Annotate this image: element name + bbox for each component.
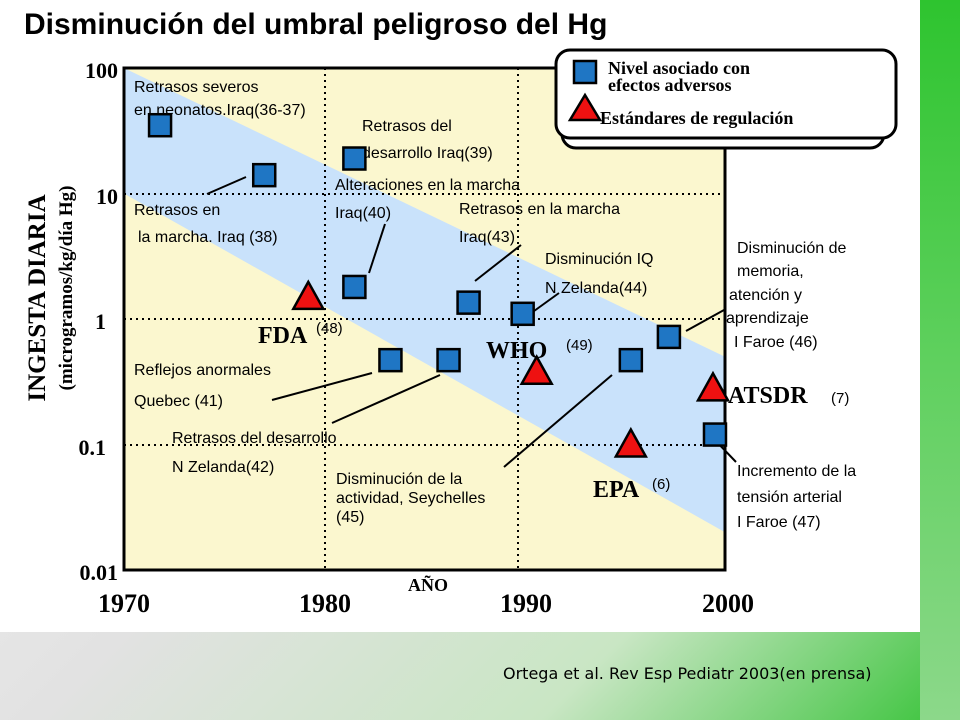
- standard-label-epa: EPA: [593, 477, 640, 503]
- annotation-text: aprendizaje: [726, 310, 809, 327]
- y-tick-label: 10: [96, 184, 118, 209]
- annotation-text: memoria,: [737, 263, 804, 280]
- adverse-effect-marker: [656, 324, 682, 350]
- annotation-text: Retrasos del: [362, 118, 452, 135]
- regulatory-standard-marker: [695, 370, 731, 402]
- annotation-text: Disminución IQ: [545, 251, 653, 268]
- annotation-text: la marcha. Iraq (38): [138, 229, 278, 246]
- adverse-effect-marker: [147, 112, 173, 138]
- chart: Disminución del umbral peligroso del Hg …: [24, 8, 898, 618]
- annotation-text: Retrasos del desarrollo: [172, 430, 337, 447]
- annotation-text: (45): [336, 509, 364, 526]
- annotations: Retrasos severos en neonatos.Iraq(36-37)…: [134, 79, 856, 531]
- annotation-text: N Zelanda(44): [545, 280, 647, 297]
- y-axis-label: INGESTA DIARIA (microgramos/kg/día Hg): [24, 186, 77, 402]
- annotation-text: Alteraciones en la marcha: [335, 177, 520, 194]
- adverse-effect-marker: [618, 347, 644, 373]
- chart-title: Disminución del umbral peligroso del Hg: [24, 8, 607, 41]
- legend-box: [554, 48, 898, 140]
- regulatory-standard-marker: [291, 279, 326, 311]
- plot-frame: [122, 66, 727, 572]
- y-tick-label: 0.01: [80, 560, 119, 585]
- standard-ref-who: (49): [566, 337, 593, 354]
- annotation-text: Retrasos en: [134, 202, 220, 219]
- annotation-text: Quebec (41): [134, 393, 223, 410]
- adverse-effect-marker: [342, 146, 367, 171]
- standard-label-fda: FDA: [258, 323, 308, 349]
- annotation-text: en neonatos.Iraq(36-37): [134, 102, 306, 119]
- y-tick-label: 0.1: [79, 435, 107, 460]
- y-tick-label: 100: [85, 58, 118, 83]
- annotation-text: N Zelanda(42): [172, 459, 274, 476]
- legend-square-marker: [572, 59, 598, 85]
- standard-ref-atsdr: (7): [831, 390, 849, 407]
- annotation-text: Disminución de la: [336, 471, 462, 488]
- annotation-text: I Faroe (46): [734, 334, 818, 351]
- adverse-effect-marker: [510, 301, 535, 327]
- x-axis-label: AÑO: [408, 574, 448, 595]
- annotation-text: actividad, Seychelles: [336, 490, 485, 507]
- y-tick-label: 1: [95, 309, 106, 334]
- adverse-effect-marker: [436, 347, 461, 373]
- adverse-effect-marker: [378, 347, 403, 373]
- legend: Nivel asociado con efectos adversos Está…: [554, 48, 898, 150]
- standard-ref-epa: (6): [652, 476, 670, 493]
- annotation-text: Incremento de la: [737, 463, 856, 480]
- standard-label-atsdr: ATSDR: [728, 383, 808, 409]
- annotation-text: Iraq(43): [459, 229, 515, 246]
- y-axis-ticks: 100 10 1 0.1 0.01: [79, 58, 119, 585]
- y-axis-label-line2: (microgramos/kg/día Hg): [56, 186, 77, 391]
- adverse-effect-marker: [702, 422, 728, 447]
- x-tick-label: 2000: [702, 589, 754, 618]
- legend-label-standards: Estándares de regulación: [600, 108, 793, 128]
- adverse-effect-marker: [342, 274, 367, 300]
- data-markers: [147, 112, 731, 458]
- annotation-text: Retrasos severos: [134, 79, 259, 96]
- x-axis-ticks: 1970 1980 1990 2000: [98, 589, 754, 618]
- standard-labels: FDA (48) WHO (49) EPA (6) ATSDR (7): [258, 320, 849, 503]
- citation: Ortega et al. Rev Esp Pediatr 2003(en pr…: [503, 664, 872, 683]
- regulatory-standard-marker: [613, 426, 648, 458]
- regulatory-standard-marker: [519, 354, 554, 385]
- adverse-effect-marker: [456, 290, 481, 315]
- annotation-text: atención y: [729, 287, 802, 304]
- green-accent-bar: [920, 0, 960, 720]
- standard-ref-fda: (48): [316, 320, 343, 337]
- x-tick-label: 1980: [299, 589, 351, 618]
- x-tick-label: 1970: [98, 589, 150, 618]
- y-axis-label-line1: INGESTA DIARIA: [24, 194, 51, 401]
- legend-triangle-marker: [567, 92, 603, 122]
- annotation-text: tensión arterial: [737, 489, 842, 506]
- annotation-text: Retrasos en la marcha: [459, 201, 620, 218]
- annotation-text: Iraq(40): [335, 205, 391, 222]
- annotation-text: I Faroe (47): [737, 514, 821, 531]
- grid-lines: [124, 68, 725, 570]
- legend-label-adverse-line2: efectos adversos: [608, 75, 731, 95]
- x-tick-label: 1990: [500, 589, 552, 618]
- annotation-leaders: [206, 176, 737, 468]
- annotation-text: desarrollo Iraq(39): [362, 145, 493, 162]
- annotation-text: Disminución de: [737, 240, 846, 257]
- legend-label-adverse-line1: Nivel asociado con: [608, 58, 750, 78]
- annotation-text: Reflejos anormales: [134, 362, 271, 379]
- adverse-effect-marker: [251, 162, 277, 188]
